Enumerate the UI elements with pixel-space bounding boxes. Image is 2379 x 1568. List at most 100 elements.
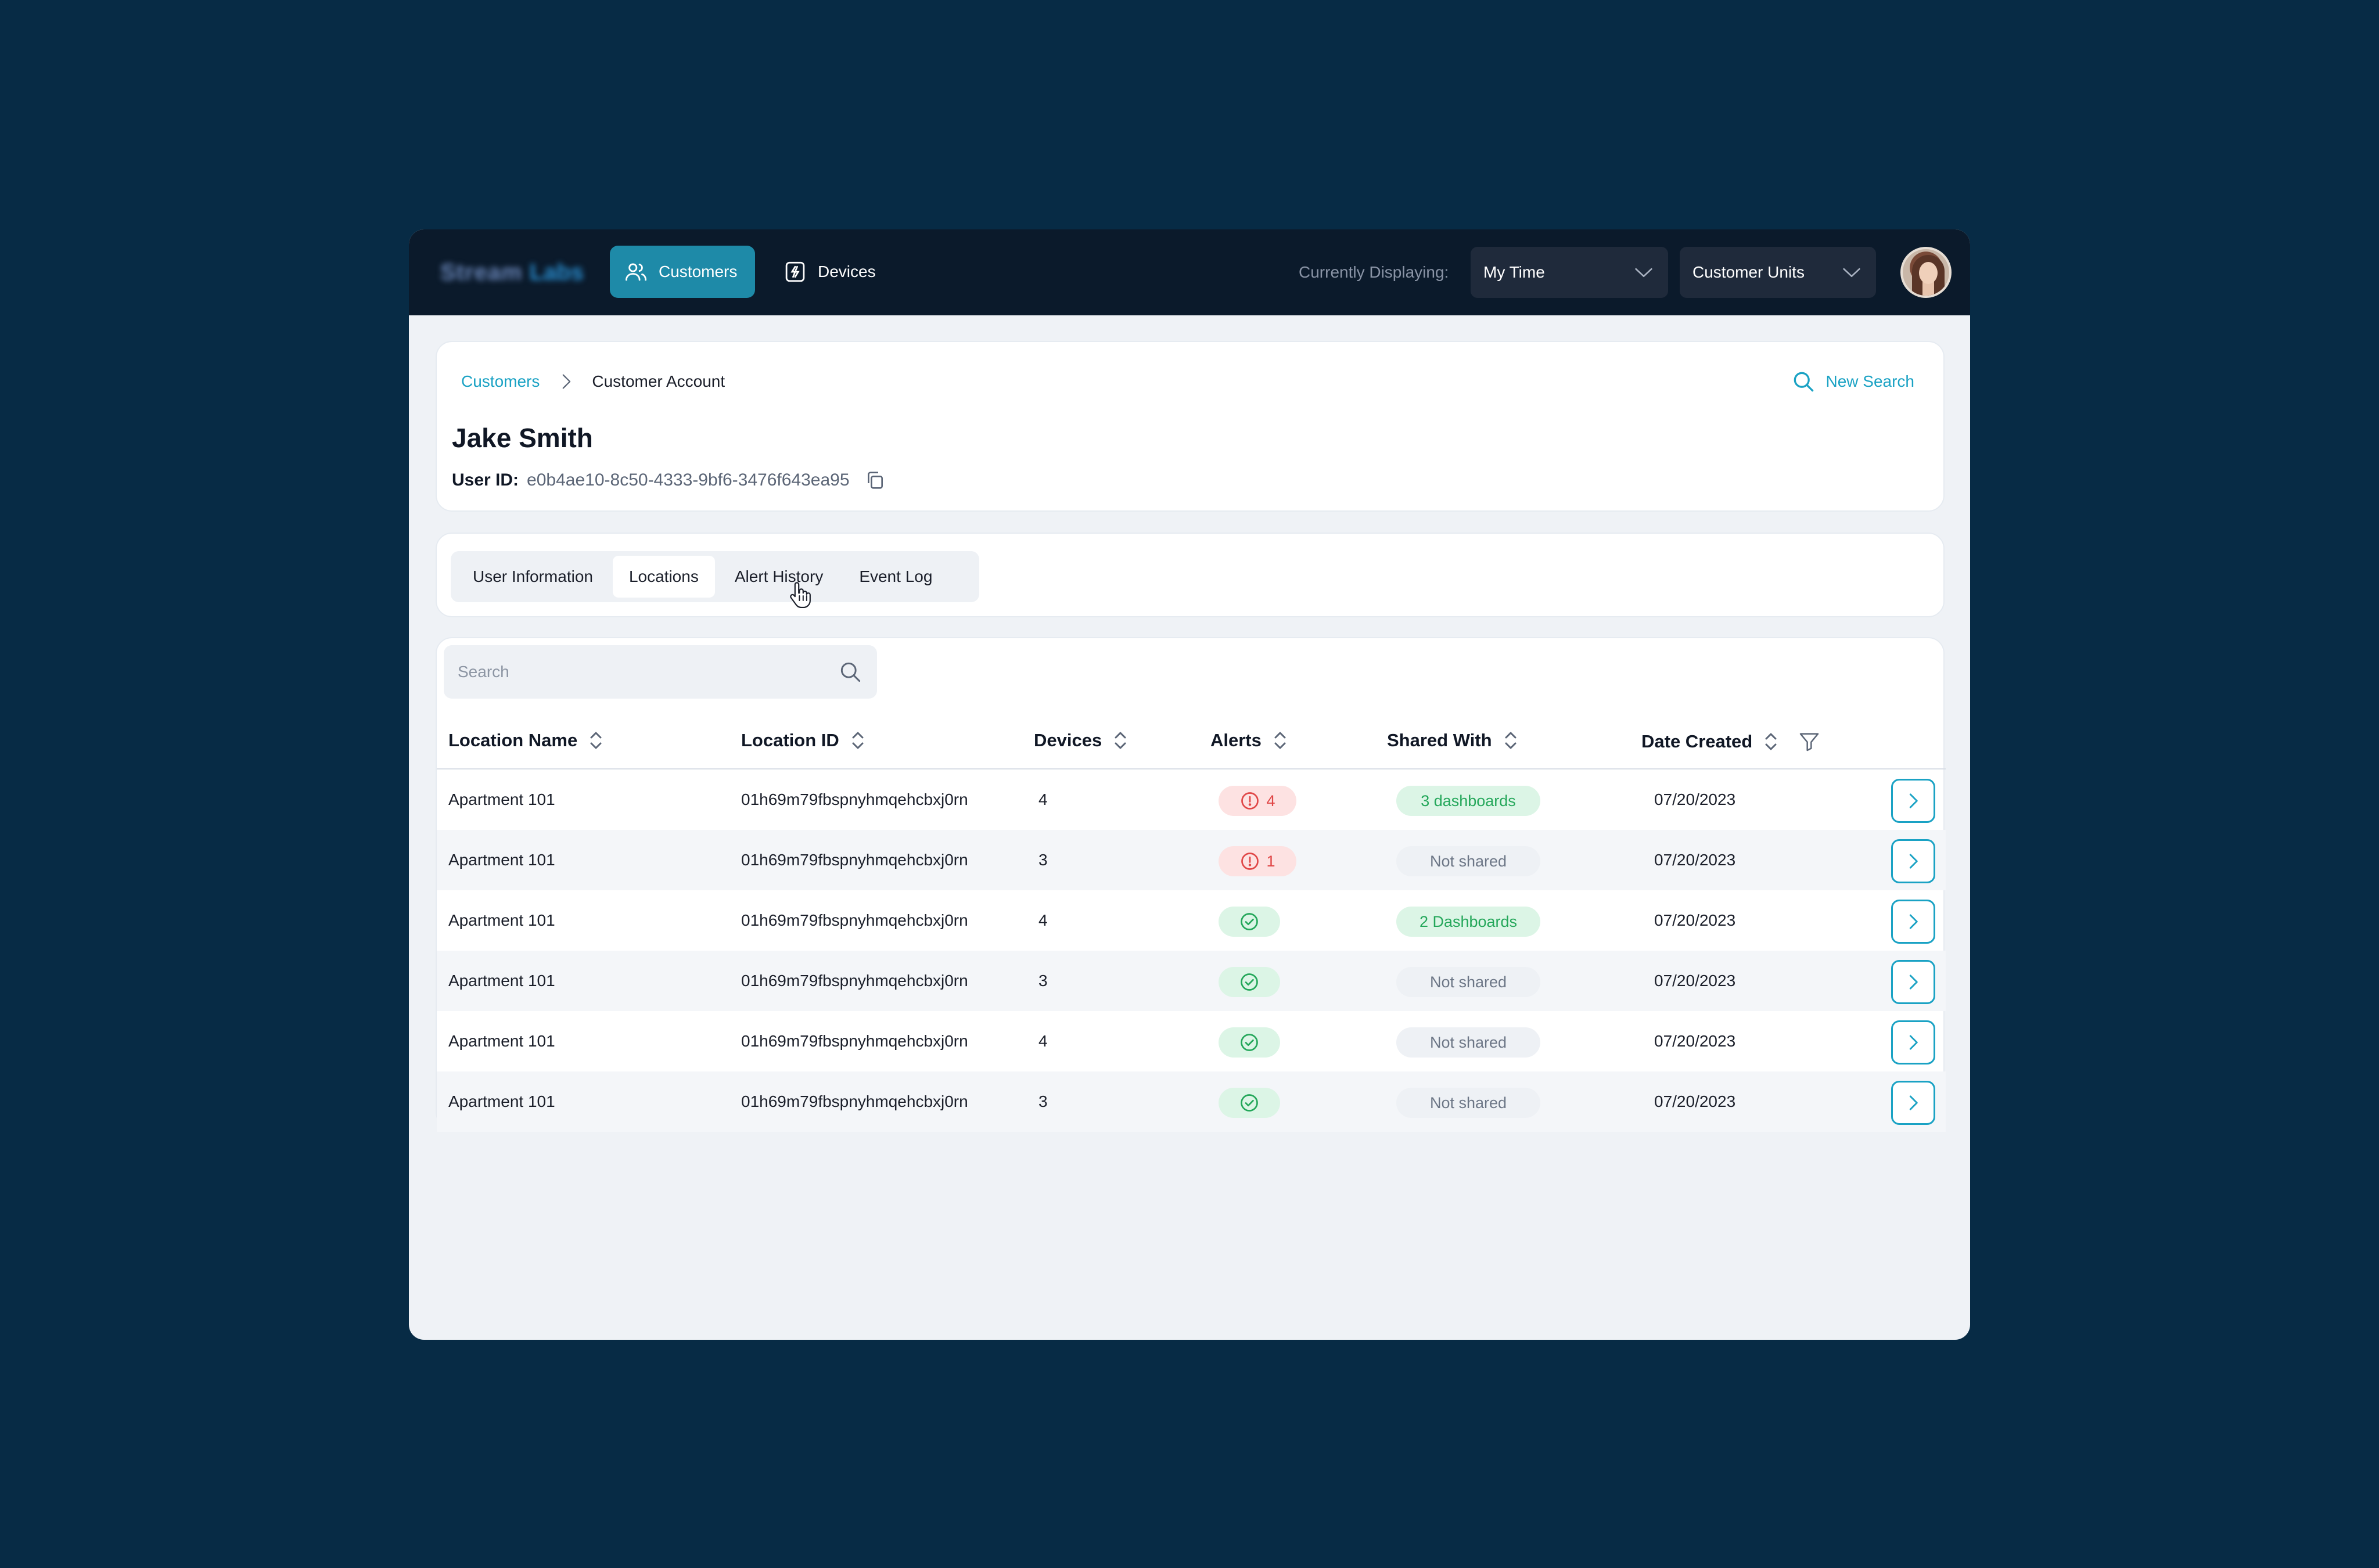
alert-count: 4 [1266, 792, 1275, 810]
table-row[interactable]: Apartment 101 01h69m79fbspnyhmqehcbxj0rn 3… [437, 951, 1946, 1011]
table-header: Location Name Location ID Devices Alerts… [437, 717, 1946, 769]
new-search-button[interactable]: New Search [1791, 369, 1914, 394]
search-icon [1794, 372, 1814, 392]
cell-alerts [1219, 951, 1280, 1011]
table-row[interactable]: Apartment 101 01h69m79fbspnyhmqehcbxj0rn 4… [437, 769, 1946, 830]
cell-actions [1891, 769, 1935, 830]
no-alerts-badge [1219, 1027, 1280, 1058]
column-header-devices[interactable]: Devices [1034, 730, 1130, 751]
currently-displaying-label: Currently Displaying: [1299, 263, 1449, 281]
open-location-button[interactable] [1891, 839, 1935, 883]
column-header-shared-with[interactable]: Shared With [1387, 730, 1520, 751]
cell-location-id: 01h69m79fbspnyhmqehcbxj0rn [741, 790, 968, 808]
search-field[interactable] [444, 645, 877, 699]
locations-table-card: Location Name Location ID Devices Alerts… [436, 637, 1946, 1132]
device-icon [785, 261, 805, 282]
breadcrumb-customers-link[interactable]: Customers [461, 372, 540, 390]
nav-devices-button[interactable]: Devices [769, 246, 890, 298]
cell-date-created: 07/20/2023 [1654, 1032, 1736, 1050]
cell-location-id: 01h69m79fbspnyhmqehcbxj0rn [741, 1092, 968, 1110]
cell-date-created: 07/20/2023 [1654, 790, 1736, 808]
breadcrumb-current: Customer Account [592, 372, 725, 390]
tabs-card: User Information Locations Alert History… [436, 533, 1945, 617]
table-row[interactable]: Apartment 101 01h69m79fbspnyhmqehcbxj0rn 3… [437, 1071, 1946, 1132]
user-id-label: User ID: [452, 470, 519, 490]
app-window: Stream Labs Customers Devices Currently … [409, 229, 1970, 1340]
chevron-right-icon [556, 372, 576, 391]
column-header-date-created[interactable]: Date Created [1641, 730, 1821, 753]
column-label: Location Name [448, 730, 578, 750]
nav-customers-button[interactable]: Customers [610, 246, 755, 298]
cell-alerts [1219, 890, 1280, 951]
cell-location-id: 01h69m79fbspnyhmqehcbxj0rn [741, 1032, 968, 1050]
user-avatar[interactable] [1900, 247, 1952, 298]
sort-icon [1115, 732, 1126, 749]
cell-location-name: Apartment 101 [448, 911, 555, 929]
table-body: Apartment 101 01h69m79fbspnyhmqehcbxj0rn 4… [437, 769, 1946, 1132]
tab-user-information[interactable]: User Information [473, 567, 593, 585]
tab-event-log[interactable]: Event Log [859, 567, 933, 585]
search-input[interactable] [458, 663, 806, 681]
cell-shared-with: Not shared [1396, 1071, 1540, 1132]
alert-badge: 1 [1219, 846, 1296, 876]
open-location-button[interactable] [1891, 778, 1935, 823]
chevron-right-icon [1909, 974, 1918, 990]
shared-status-badge: Not shared [1396, 846, 1540, 876]
open-location-button[interactable] [1891, 1080, 1935, 1125]
shared-status-badge: 2 Dashboards [1396, 906, 1540, 937]
cell-alerts: 4 [1219, 769, 1296, 830]
breadcrumb: Customers Customer Account [461, 370, 725, 393]
filter-icon[interactable] [1798, 730, 1821, 753]
cell-location-id: 01h69m79fbspnyhmqehcbxj0rn [741, 851, 968, 869]
column-label: Alerts [1210, 730, 1262, 750]
sort-icon [852, 732, 864, 749]
chevron-right-icon [1909, 1035, 1918, 1050]
table-row[interactable]: Apartment 101 01h69m79fbspnyhmqehcbxj0rn 3… [437, 830, 1946, 890]
cell-location-name: Apartment 101 [448, 790, 555, 808]
no-alerts-badge [1219, 966, 1280, 997]
cell-actions [1891, 951, 1935, 1011]
units-select[interactable]: Customer Units [1680, 247, 1876, 298]
open-location-button[interactable] [1891, 899, 1935, 944]
cell-shared-with: Not shared [1396, 951, 1540, 1011]
cell-date-created: 07/20/2023 [1654, 1092, 1736, 1110]
logo-text-accent: Labs [529, 259, 584, 285]
check-circle-icon [1241, 1094, 1258, 1112]
column-label: Devices [1034, 730, 1102, 750]
column-header-location-name[interactable]: Location Name [448, 730, 605, 751]
cell-devices: 3 [1038, 851, 1048, 869]
table-row[interactable]: Apartment 101 01h69m79fbspnyhmqehcbxj0rn 4… [437, 1011, 1946, 1071]
column-header-alerts[interactable]: Alerts [1210, 730, 1289, 751]
cell-location-id: 01h69m79fbspnyhmqehcbxj0rn [741, 972, 968, 990]
brand-logo[interactable]: Stream Labs [429, 257, 584, 287]
cell-location-name: Apartment 101 [448, 851, 555, 869]
time-select[interactable]: My Time [1471, 247, 1668, 298]
logo-text: Stream [440, 259, 523, 285]
open-location-button[interactable] [1891, 959, 1935, 1004]
copy-icon[interactable] [864, 469, 887, 492]
sort-icon [1274, 732, 1286, 749]
nav-devices-label: Devices [818, 262, 876, 280]
cell-shared-with: Not shared [1396, 1011, 1540, 1071]
alert-badge: 4 [1219, 785, 1296, 816]
alert-circle-icon [1241, 852, 1259, 870]
cell-actions [1891, 1071, 1935, 1132]
search-icon[interactable] [838, 659, 863, 685]
cell-devices: 4 [1038, 790, 1048, 808]
chevron-down-icon [1843, 268, 1860, 277]
tab-alert-history[interactable]: Alert History [734, 567, 824, 585]
check-circle-icon [1241, 1033, 1258, 1051]
table-row[interactable]: Apartment 101 01h69m79fbspnyhmqehcbxj0rn 4… [437, 890, 1946, 951]
user-id-value: e0b4ae10-8c50-4333-9bf6-3476f643ea95 [527, 470, 850, 490]
cell-location-name: Apartment 101 [448, 1032, 555, 1050]
column-header-location-id[interactable]: Location ID [741, 730, 867, 751]
no-alerts-badge [1219, 1087, 1280, 1118]
cell-devices: 3 [1038, 1092, 1048, 1110]
open-location-button[interactable] [1891, 1020, 1935, 1064]
cell-shared-with: 2 Dashboards [1396, 890, 1540, 951]
alert-circle-icon [1241, 792, 1259, 810]
chevron-right-icon [1909, 793, 1918, 808]
cell-actions [1891, 1011, 1935, 1071]
user-id-row: User ID: e0b4ae10-8c50-4333-9bf6-3476f64… [452, 469, 887, 492]
tab-locations[interactable]: Locations [612, 556, 715, 598]
